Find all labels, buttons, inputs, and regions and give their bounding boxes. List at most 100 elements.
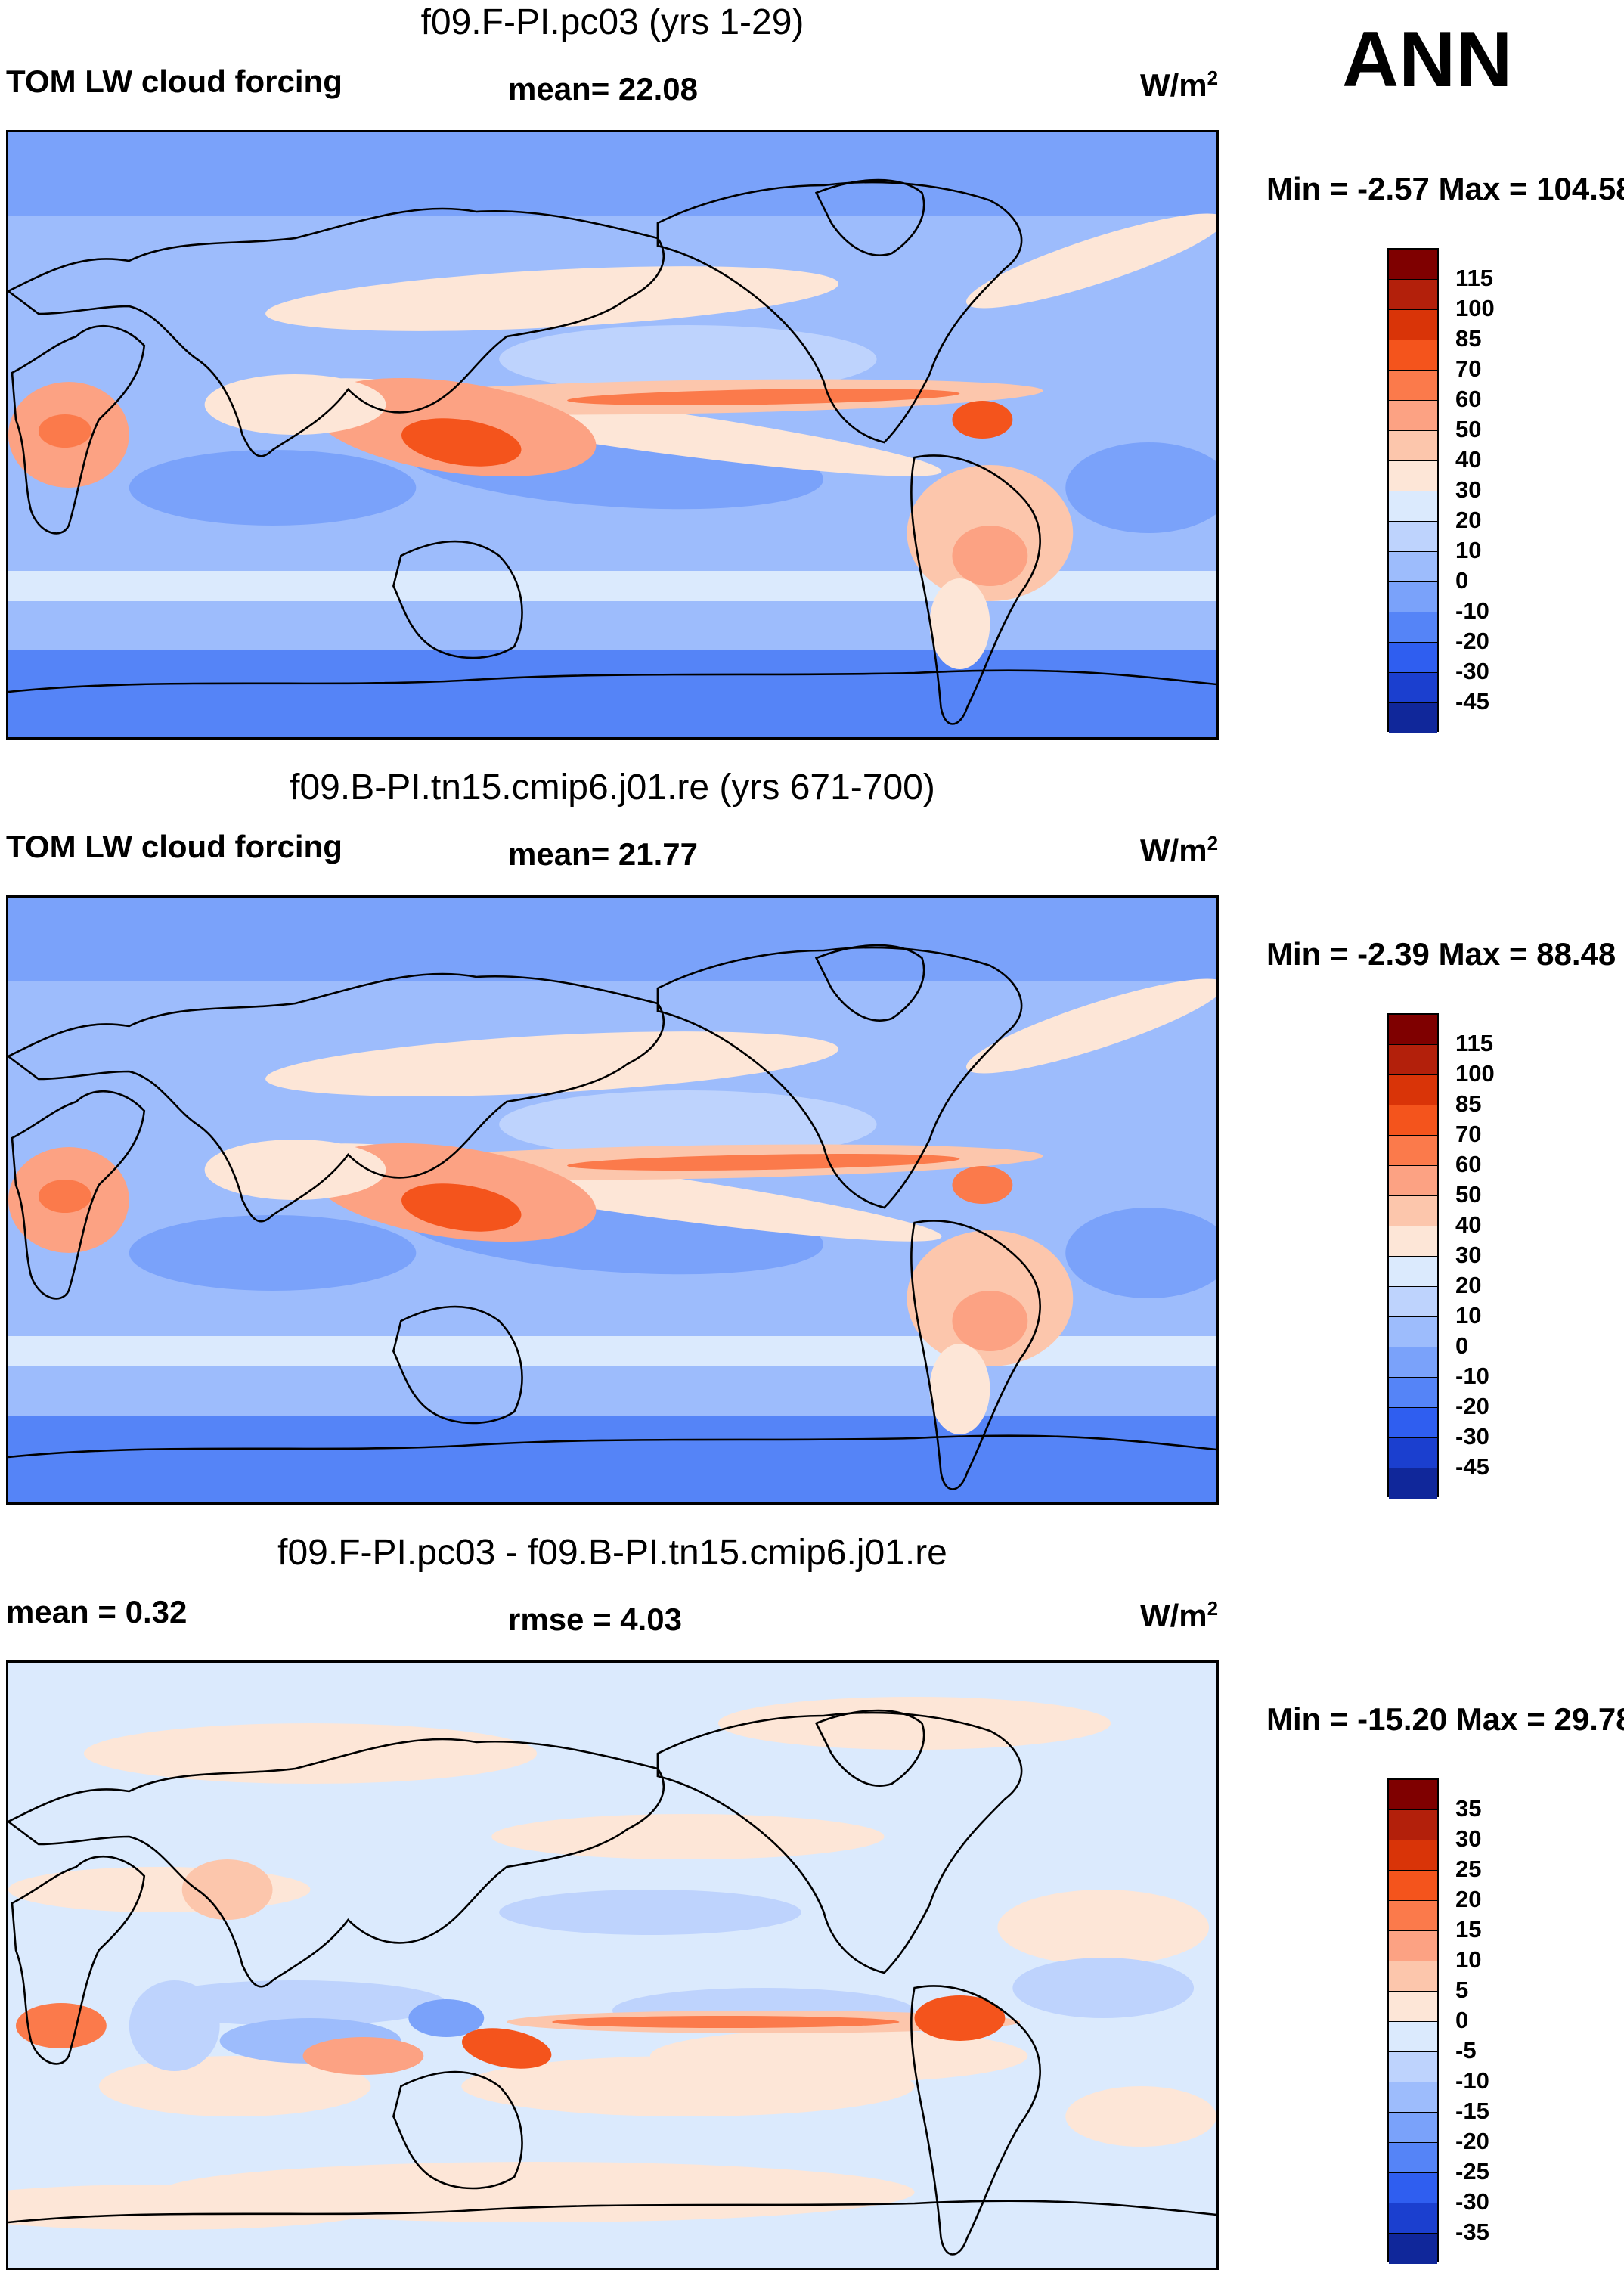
africa-core [38,1180,91,1213]
new-guinea-positive [462,2028,552,2069]
north-pacific-storm-track [265,266,839,331]
north-pacific-low [499,325,877,393]
colorbar-tick-label: 85 [1455,1090,1482,1117]
coastline-3 [656,946,1023,1209]
panel-2-legend-colorbar [1387,1013,1439,1499]
colorbar-box-1 [1389,280,1437,310]
colorbar-tick-label: 0 [1455,567,1469,594]
colorbar-box-4 [1389,1136,1437,1166]
coastline-0 [11,1855,146,2065]
south-atlantic-low [1065,1208,1216,1298]
antarctic-band [8,1412,1216,1502]
colorbar-box-9 [1389,522,1437,552]
colorbar-box-5 [1389,1931,1437,1961]
colorbar-tick-label: 50 [1455,416,1482,442]
colorbar-tick-label: 60 [1455,386,1482,412]
coastline-0 [11,1090,146,1300]
coastline-3 [656,181,1023,444]
colorbar-tick-label: 30 [1455,1242,1482,1268]
colorbar-tick-label: -20 [1455,1393,1489,1419]
panel-2-map [6,895,1219,1505]
colorbar-box-3 [1389,1871,1437,1901]
colorbar-tick-label: 100 [1455,295,1495,321]
colorbar-box-11 [1389,1347,1437,1378]
panel-3-units-exponent: 2 [1207,1597,1219,1620]
colorbar-box-0 [1389,250,1437,280]
colorbar-box-15 [1389,703,1437,733]
panel-1-mean-label: mean= 22.08 [508,71,699,107]
colorbar-box-8 [1389,491,1437,522]
colorbar-tick-label: 0 [1455,2007,1469,2033]
panel-3-units-label: W/m2 [1140,1597,1218,1634]
panel-2-minmax-label: Min = -2.39 Max = 88.48 [1266,936,1616,972]
colorbar-tick-label: -5 [1455,2037,1477,2064]
colorbar-box-14 [1389,1438,1437,1468]
coastline-5 [8,2200,1216,2224]
colorbar-tick-label: 30 [1455,1825,1482,1852]
south-atlantic-low [1065,442,1216,533]
high-latitude-band-north [8,898,1216,981]
map-field [8,1663,1216,2268]
colorbar-tick-label: -45 [1455,1453,1489,1480]
colorbar-box-1 [1389,1810,1437,1840]
colorbar-box-1 [1389,1045,1437,1075]
panel-3-legend-colorbar [1387,1778,1439,2264]
positive-anomaly-2 [717,1697,1111,1750]
coastline-5 [8,1434,1216,1459]
colorbar-box-3 [1389,1105,1437,1136]
colorbar-box-12 [1389,2143,1437,2173]
colorbar-tick-label: 40 [1455,446,1482,473]
colorbar-box-13 [1389,643,1437,673]
coastline-3 [656,1711,1023,1974]
coastline-6 [814,1709,925,1787]
amazon-core [952,1166,1013,1204]
map-field [8,898,1216,1502]
colorbar-tick-label: 50 [1455,1181,1482,1208]
colorbar-tick-label: 0 [1455,1332,1469,1359]
colorbar-box-14 [1389,673,1437,703]
africa-positive [15,2003,107,2048]
positive-anomaly-1 [491,1814,885,1859]
panel-1-units-text: W/m [1140,67,1207,103]
colorbar-box-10 [1389,2082,1437,2113]
colorbar-box-2 [1389,310,1437,340]
colorbar-tick-label: 40 [1455,1211,1482,1238]
colorbar-tick-label: 20 [1455,1886,1482,1912]
colorbar-box-2 [1389,1075,1437,1105]
colorbar-tick-label: 10 [1455,1302,1482,1329]
panel-3-minmax-label: Min = -15.20 Max = 29.78 [1266,1701,1624,1737]
panel-2-mean-label: mean= 21.77 [508,836,699,872]
panel-2-units-text: W/m [1140,833,1207,868]
negative-anomaly-1 [1012,1958,1195,2018]
panel-3-units-text: W/m [1140,1598,1207,1633]
colorbar-box-11 [1389,582,1437,612]
colorbar-tick-label: -30 [1455,1423,1489,1450]
south-america-warm [929,578,990,669]
colorbar-tick-label: -10 [1455,2067,1489,2094]
positive-anomaly-8 [997,1890,1210,1965]
panel-1-minmax-label: Min = -2.57 Max = 104.58 [1266,171,1624,206]
negative-anomaly-0 [499,1890,801,1935]
colorbar-box-13 [1389,1408,1437,1438]
colorbar-box-3 [1389,340,1437,371]
colorbar-tick-label: -35 [1455,2219,1489,2245]
panel-3-mean-label: mean = 0.32 [6,1594,188,1629]
colorbar-box-11 [1389,2113,1437,2143]
maritime-positive [302,2037,424,2075]
colorbar-box-15 [1389,1468,1437,1499]
colorbar-box-8 [1389,1257,1437,1287]
coastline-4 [910,1220,1041,1490]
colorbar-box-10 [1389,552,1437,582]
coastline-6 [814,944,925,1022]
amazon-inner [952,1291,1028,1351]
coastline-0 [11,324,146,535]
colorbar-box-7 [1389,461,1437,491]
north-pacific-storm-track [265,1031,839,1096]
colorbar-tick-label: 100 [1455,1060,1495,1087]
colorbar-box-8 [1389,2022,1437,2052]
panel-1-variable-label: TOM LW cloud forcing [6,64,342,99]
colorbar-box-13 [1389,2173,1437,2203]
itcz-core [567,1154,960,1171]
colorbar-tick-label: 70 [1455,355,1482,382]
colorbar-box-9 [1389,1287,1437,1317]
